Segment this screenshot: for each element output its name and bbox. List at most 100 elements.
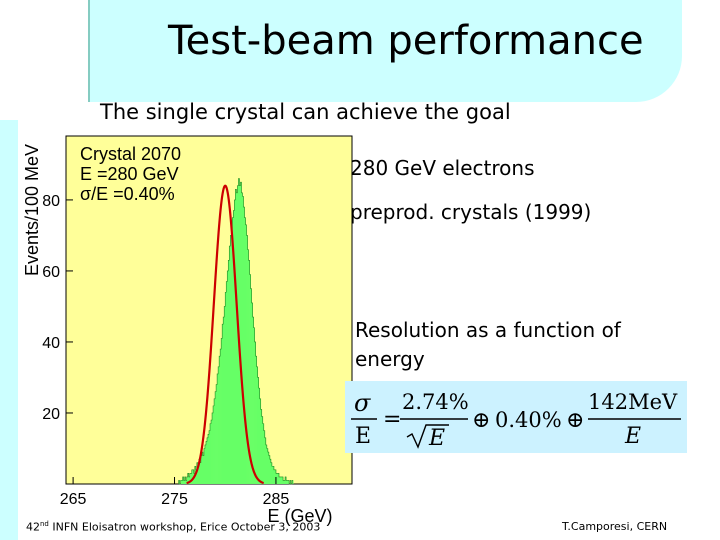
histogram-bin xyxy=(245,224,247,484)
histogram-bin xyxy=(234,199,236,485)
histogram-bin xyxy=(259,398,262,484)
formula-equals: = xyxy=(383,407,401,432)
y-tick-label: 20 xyxy=(42,406,60,423)
gaussian-fit-line xyxy=(186,184,264,485)
histogram-bin xyxy=(178,480,180,484)
histogram-bin xyxy=(236,192,238,484)
histogram-bin xyxy=(219,356,221,484)
y-axis-label: Events/100 MeV xyxy=(22,144,42,276)
histogram-bin xyxy=(222,324,224,484)
histogram-bin xyxy=(197,466,200,484)
histogram-bin xyxy=(212,412,214,484)
histogram-bin xyxy=(211,420,213,484)
plot-area xyxy=(65,135,353,485)
histogram-bin xyxy=(235,189,237,484)
title-divider xyxy=(88,0,90,102)
histogram-bin xyxy=(282,476,284,484)
formula-noise-denominator: E xyxy=(624,424,641,449)
histogram-bin xyxy=(217,373,219,484)
histogram-bin xyxy=(214,398,216,484)
slide-subtitle: The single crystal can achieve the goal xyxy=(100,100,511,124)
histogram-bin xyxy=(180,480,182,484)
histogram-bin xyxy=(198,459,201,484)
legend-line-crystal: Crystal 2070 xyxy=(80,144,181,164)
histogram-bin xyxy=(204,444,207,484)
formula-svg: σ E = 2.74% E ⊕ 0.40% ⊕ 142MeV E xyxy=(351,389,681,451)
histogram-bin xyxy=(203,448,206,484)
formula-stochastic-term: 2.74% xyxy=(402,390,469,414)
histogram-bin xyxy=(201,452,204,484)
histogram-bin xyxy=(241,192,243,484)
histogram-bin xyxy=(207,434,210,484)
histogram-bin xyxy=(202,455,205,484)
histogram-bin xyxy=(215,391,217,484)
histogram-bin xyxy=(248,260,250,484)
histogram-bin xyxy=(254,341,256,484)
histogram-bin xyxy=(253,327,255,484)
histogram-bin xyxy=(273,469,276,484)
histogram-bin xyxy=(228,260,230,484)
histogram-bin xyxy=(231,228,233,484)
legend-line-resolution: σ/E =0.40% xyxy=(80,184,175,204)
histogram-bin xyxy=(242,196,244,484)
histogram-bin xyxy=(292,480,294,484)
crystal-batch-text: preprod. crystals (1999) xyxy=(350,200,592,224)
histogram-bin xyxy=(266,448,269,484)
histogram-bin xyxy=(216,384,218,484)
histogram-bin xyxy=(187,473,190,484)
histogram-bin xyxy=(233,210,235,484)
histogram-bin xyxy=(209,430,211,484)
histogram-bin xyxy=(275,473,278,484)
histogram-bin xyxy=(205,441,208,484)
histogram-bin xyxy=(240,182,242,484)
histogram-bin xyxy=(290,480,292,484)
formula-oplus-2: ⊕ xyxy=(566,408,584,433)
histogram-bin xyxy=(213,405,215,484)
histogram-bin xyxy=(250,288,252,484)
histogram-bin xyxy=(276,473,279,484)
histogram-bin xyxy=(221,338,223,484)
x-tick-label: 265 xyxy=(60,491,87,508)
histogram-bin xyxy=(195,469,198,484)
histogram-bin xyxy=(185,480,187,484)
formula-constant-term: 0.40% xyxy=(495,408,562,432)
footer-workshop-suffix: nd xyxy=(40,520,49,528)
histogram-bin xyxy=(283,480,285,484)
histogram-bin xyxy=(181,480,183,484)
left-band xyxy=(0,120,18,540)
histogram-bin xyxy=(251,302,253,484)
histogram-bin xyxy=(249,274,251,484)
histogram-bin xyxy=(256,366,258,484)
x-tick-label: 275 xyxy=(161,491,188,508)
histogram-bin xyxy=(258,388,261,484)
histogram-bin xyxy=(265,444,268,484)
histogram-bin xyxy=(262,423,265,484)
histogram-bin xyxy=(225,292,227,484)
formula-energy: E xyxy=(355,424,371,449)
formula-sqrt-energy: E xyxy=(428,426,445,451)
histogram-bin xyxy=(244,217,246,485)
histogram-bin xyxy=(269,459,272,484)
histogram-bin xyxy=(190,473,193,484)
histogram-bin xyxy=(218,366,220,484)
histogram-bin xyxy=(278,476,281,484)
histogram-bin xyxy=(288,480,290,484)
slide-title: Test-beam performance xyxy=(168,18,644,64)
y-tick-label: 80 xyxy=(42,193,60,210)
histogram-bin xyxy=(182,476,184,484)
y-axis-ticks: 20 40 60 80 xyxy=(42,193,73,423)
footer-workshop-name: INFN Eloisatron workshop, Erice October … xyxy=(48,520,321,534)
histogram-bin xyxy=(206,437,209,484)
histogram-bin xyxy=(264,437,267,484)
beam-energy-text: 280 GeV electrons xyxy=(350,156,535,180)
histogram-bin xyxy=(220,349,222,484)
histogram-bin xyxy=(261,416,264,484)
histogram-bin xyxy=(193,473,196,484)
title-band xyxy=(90,0,682,102)
histogram-bin xyxy=(281,476,283,484)
histogram-bin xyxy=(239,185,241,484)
histogram-bin xyxy=(184,476,186,484)
histogram-bin xyxy=(271,466,274,484)
legend-line-energy: E =280 GeV xyxy=(80,164,179,184)
resolution-formula: σ E = 2.74% E ⊕ 0.40% ⊕ 142MeV E xyxy=(345,381,687,453)
